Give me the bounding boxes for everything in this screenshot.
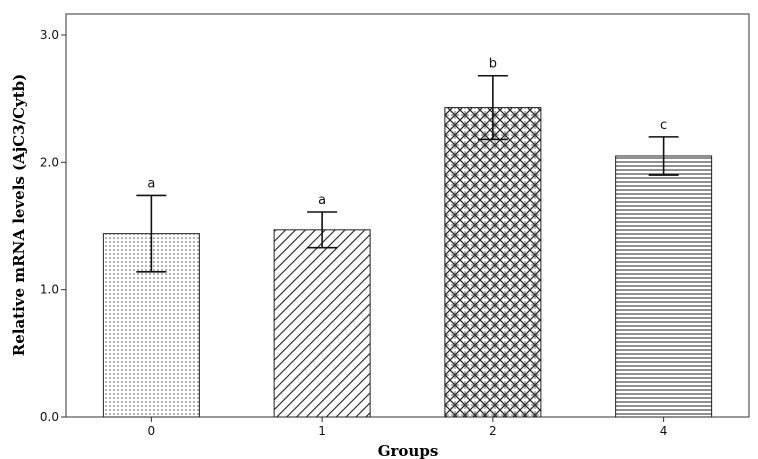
- x-axis-title: Groups: [378, 442, 439, 459]
- y-tick-label: 2.0: [40, 155, 59, 169]
- significance-label-2: b: [489, 57, 497, 72]
- plot-frame: [65, 13, 750, 418]
- error-bars-group: [136, 74, 679, 273]
- bar-2: [444, 107, 542, 418]
- significance-label-1: a: [318, 193, 326, 208]
- y-tick-label: 0.0: [40, 410, 59, 424]
- y-tick-label: 1.0: [40, 283, 59, 297]
- y-axis: 0.0 1.0 2.0 3.0: [40, 28, 66, 424]
- x-tick-label: 2: [489, 424, 497, 438]
- x-axis: 0 1 2 4: [148, 417, 668, 438]
- significance-label-0: a: [147, 176, 155, 191]
- bar-1: [273, 229, 371, 418]
- x-tick-label: 4: [660, 424, 668, 438]
- x-tick-label: 1: [318, 424, 326, 438]
- significance-labels-group: a a b c: [147, 57, 667, 208]
- y-tick-label: 3.0: [40, 28, 59, 42]
- bar-4: [615, 155, 713, 418]
- y-axis-title: Relative mRNA levels (AjC3/Cytb): [10, 74, 28, 357]
- bar-0: [102, 233, 200, 418]
- x-tick-label: 0: [148, 424, 156, 438]
- significance-label-4: c: [660, 118, 667, 133]
- bars-group: [102, 107, 713, 418]
